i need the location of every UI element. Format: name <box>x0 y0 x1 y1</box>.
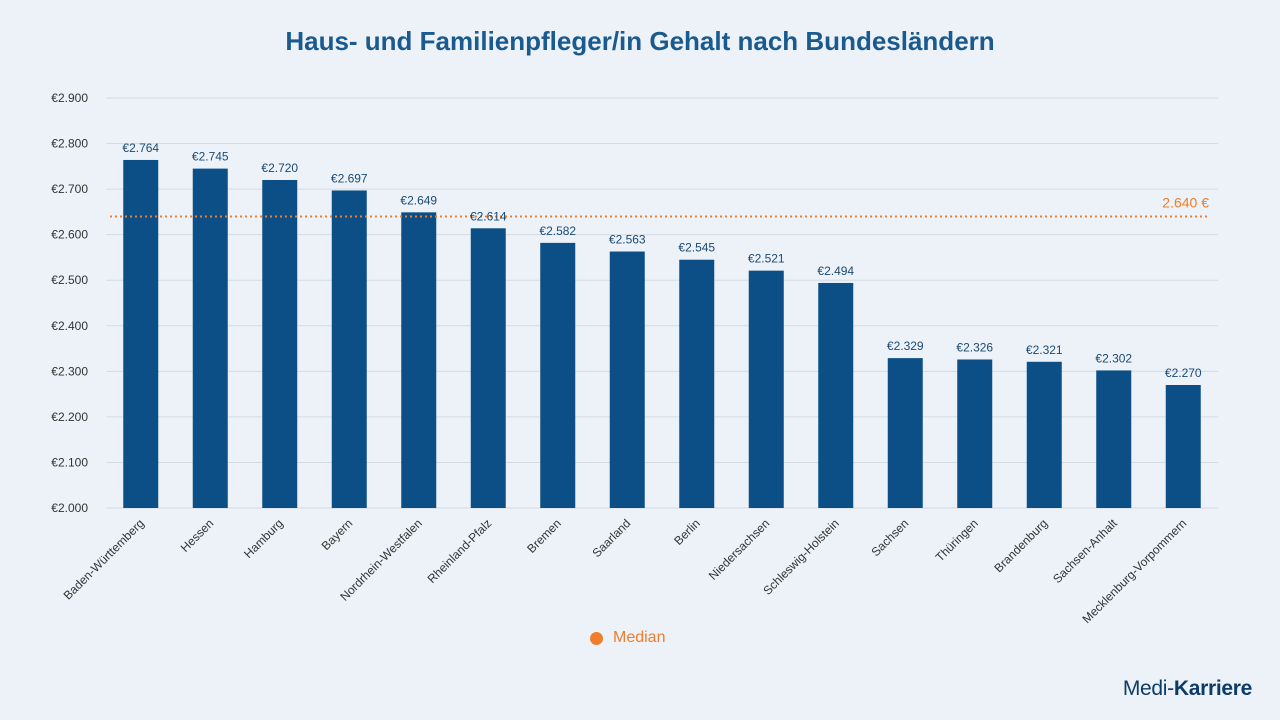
data-label: €2.326 <box>956 340 993 354</box>
data-label: €2.764 <box>122 141 159 155</box>
data-label: €2.649 <box>400 193 437 207</box>
data-label: €2.321 <box>1026 343 1063 357</box>
y-tick-label: €2.400 <box>51 319 88 333</box>
legend: Median <box>590 629 665 647</box>
y-tick-label: €2.700 <box>51 182 88 196</box>
bar <box>192 168 228 508</box>
data-label: €2.329 <box>887 339 924 353</box>
x-axis-ticks: Baden-Württemberg Hessen Hamburg BayernNord… <box>61 516 1190 626</box>
x-tick-label: Sachsen <box>868 516 911 559</box>
x-tick-label: Bayern <box>319 516 356 553</box>
bar <box>1026 361 1062 508</box>
bar <box>1165 385 1201 508</box>
bar <box>748 270 784 508</box>
x-tick-label: Thüringen <box>933 516 981 564</box>
bar <box>818 282 854 508</box>
bar <box>957 359 993 508</box>
x-tick-label: Schleswig-Holstein <box>760 516 842 598</box>
y-tick-label: €2.000 <box>51 501 88 515</box>
x-tick-label: Niedersachsen <box>706 516 773 583</box>
y-tick-label: €2.300 <box>51 364 88 378</box>
bar <box>679 259 715 508</box>
chart-title: Haus- und Familienpfleger/in Gehalt nach… <box>285 26 995 56</box>
data-label: €2.614 <box>470 209 507 223</box>
brand-logo: Medi-Karriere <box>1123 677 1252 701</box>
data-label: €2.302 <box>1095 351 1132 365</box>
y-tick-label: €2.100 <box>51 455 88 469</box>
bar <box>887 358 923 508</box>
bar <box>470 228 506 509</box>
y-tick-label: €2.500 <box>51 273 88 287</box>
x-tick-label: Rheinland-Pfalz <box>425 516 495 586</box>
y-axis-ticks: €2.000 €2.100 €2.200 €2.300 €2.400 €2.500 €2.6… <box>51 91 88 515</box>
y-tick-label: €2.600 <box>51 228 88 242</box>
data-label: €2.494 <box>817 264 854 278</box>
brand-logo-part1: Medi- <box>1122 677 1174 700</box>
median-legend-label: Median <box>613 629 666 646</box>
data-labels: €2.764 €2.745 €2.720 €2.697 €2.649 €2.614 €2.5… <box>122 141 1202 380</box>
x-tick-label: Baden-Württemberg <box>61 516 147 602</box>
data-label: €2.582 <box>539 224 576 238</box>
data-label: €2.563 <box>609 233 646 247</box>
median-line-group: 2.640 € <box>110 194 1210 218</box>
bar <box>262 180 298 508</box>
median-legend-marker-icon <box>590 631 603 645</box>
x-tick-label: Hamburg <box>241 516 286 561</box>
bars <box>123 159 1201 509</box>
x-tick-label: Berlin <box>671 516 703 548</box>
data-label: €2.720 <box>261 161 298 175</box>
data-label: €2.521 <box>748 252 785 266</box>
x-tick-label: Saarland <box>589 516 633 560</box>
x-tick-label: Bremen <box>524 516 564 556</box>
data-label: €2.270 <box>1165 366 1202 380</box>
x-tick-label: Hessen <box>178 516 217 555</box>
y-tick-label: €2.200 <box>51 410 88 424</box>
data-label: €2.745 <box>192 150 229 164</box>
y-tick-label: €2.800 <box>51 137 88 151</box>
y-tick-label: €2.900 <box>51 91 88 105</box>
bar <box>331 190 367 508</box>
bar <box>609 251 645 508</box>
brand-logo-part2: Karriere <box>1173 677 1252 700</box>
data-label: €2.697 <box>331 171 368 185</box>
x-tick-label: Sachsen-Anhalt <box>1050 516 1120 586</box>
median-value-label: 2.640 € <box>1162 194 1209 210</box>
bar <box>401 212 437 508</box>
bar <box>123 159 159 508</box>
data-label: €2.545 <box>678 241 715 255</box>
bar <box>1096 370 1132 508</box>
x-tick-label: Brandenburg <box>991 516 1050 575</box>
bar <box>540 242 576 508</box>
